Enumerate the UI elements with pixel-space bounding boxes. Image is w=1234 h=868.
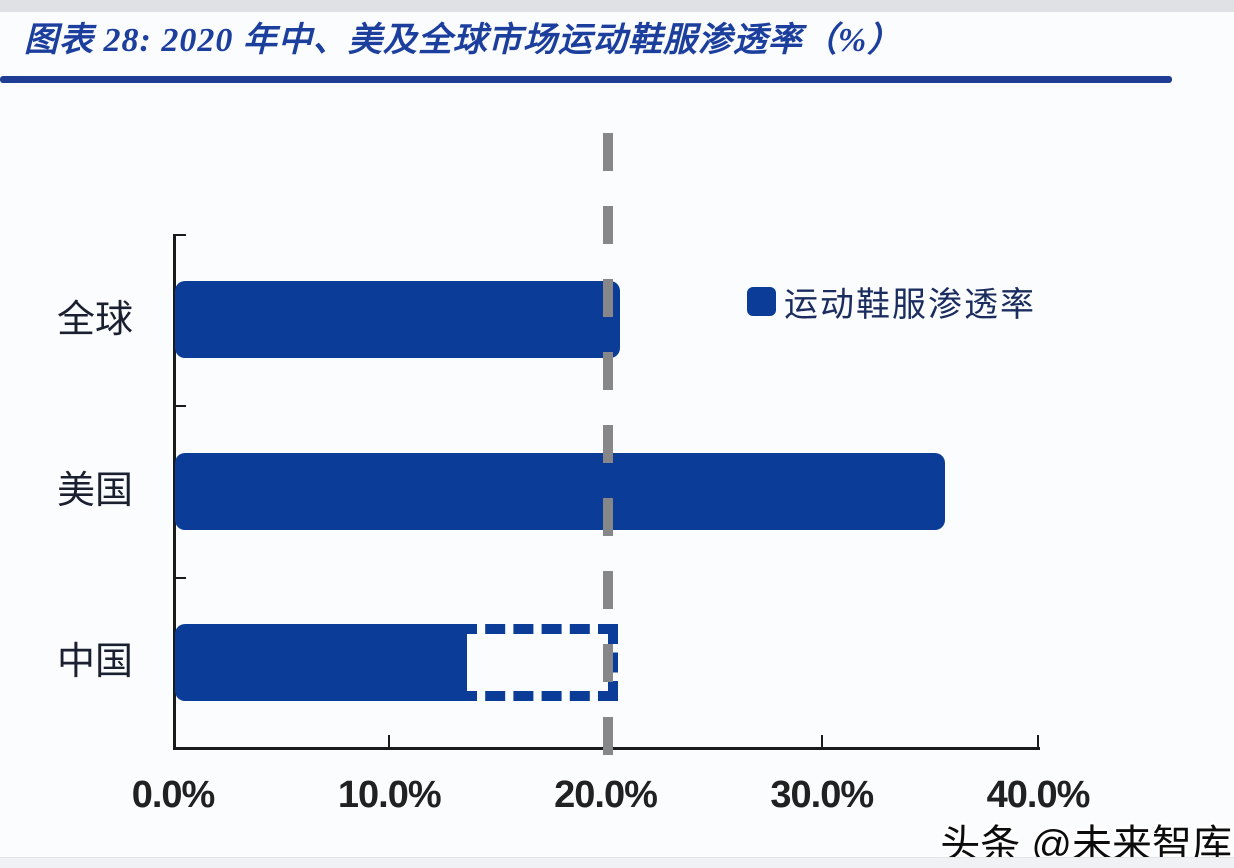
y-axis-line	[173, 234, 176, 749]
x-tick-label: 20.0%	[554, 774, 658, 816]
x-tick-label: 0.0%	[131, 774, 216, 816]
x-tick-label: 30.0%	[770, 774, 874, 816]
x-axis-tick	[820, 735, 823, 748]
y-axis-tick	[173, 576, 186, 579]
category-label: 中国	[56, 641, 133, 684]
y-axis-tick	[173, 405, 186, 408]
bar-2	[175, 452, 945, 530]
legend-swatch-icon	[747, 287, 776, 316]
bar-3	[175, 623, 467, 701]
bar-1	[175, 281, 621, 359]
china-dashed-extension-box	[456, 623, 619, 701]
x-axis-tick	[388, 735, 391, 748]
x-tick-label: 10.0%	[337, 774, 442, 816]
x-axis-tick	[1037, 735, 1039, 748]
reference-dashed-line	[602, 133, 613, 760]
top-strip	[0, 0, 1234, 12]
category-label: 全球	[56, 298, 133, 341]
bottom-strip	[0, 857, 1234, 868]
category-label: 美国	[56, 470, 133, 512]
y-axis-tick	[173, 234, 186, 236]
title-divider	[0, 76, 1172, 83]
legend-label: 运动鞋服渗透率	[784, 287, 1036, 324]
x-tick-label: 40.0%	[986, 774, 1091, 816]
figure-title: 图表 28: 2020 年中、美及全球市场运动鞋服渗透率（%）	[24, 22, 903, 59]
legend: 运动鞋服渗透率	[747, 277, 1036, 326]
